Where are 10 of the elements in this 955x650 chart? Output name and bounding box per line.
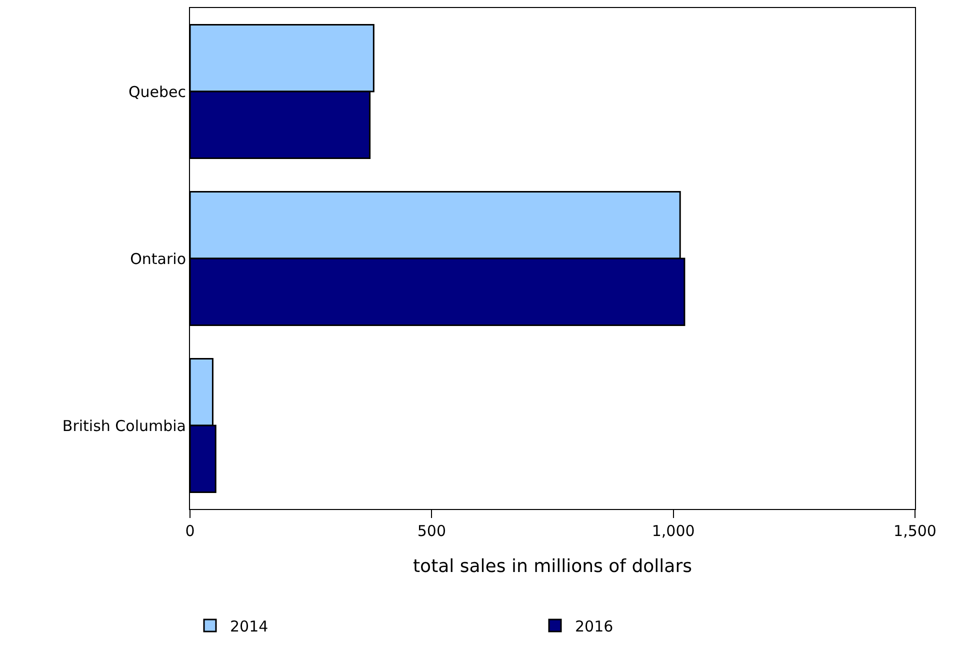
x-tick-label: 1,000	[652, 522, 695, 540]
y-tick-label: Ontario	[130, 250, 186, 268]
y-tick-label: Quebec	[128, 82, 186, 101]
legend-label: 2016	[575, 617, 614, 636]
x-tick-label: 1,500	[894, 522, 936, 540]
x-tick-label: 500	[417, 522, 446, 540]
x-tick-label: 0	[185, 522, 195, 540]
x-axis-title: total sales in millions of dollars	[413, 556, 692, 578]
y-tick-label: British Columbia	[62, 416, 186, 435]
legend-label: 2014	[230, 617, 268, 636]
